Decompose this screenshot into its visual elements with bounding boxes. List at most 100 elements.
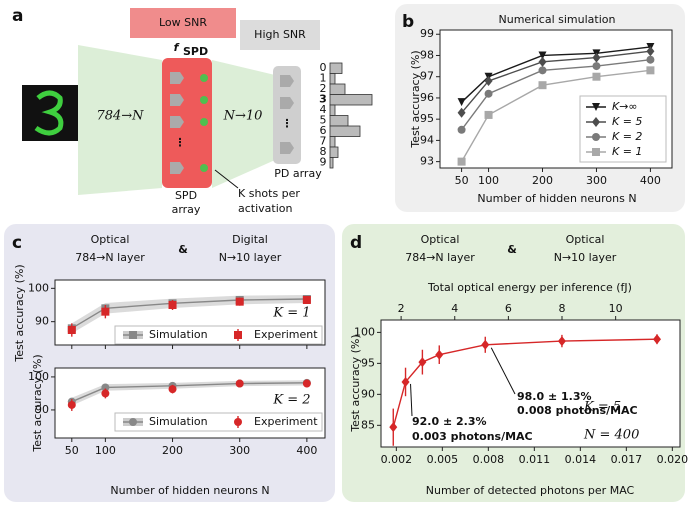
x-axis-label: Number of hidden neurons N	[477, 192, 636, 205]
legend-label: Experiment	[254, 328, 318, 341]
x-axis-label: Number of hidden neurons N	[110, 484, 269, 497]
x-tick-label: 300	[586, 174, 607, 187]
marker	[484, 75, 493, 86]
marker	[302, 379, 311, 388]
hist-label: 3	[319, 93, 327, 106]
marker	[457, 157, 466, 166]
y-axis-label: Test accuracy (%)	[13, 264, 26, 362]
marker	[592, 117, 600, 127]
spd-array: SPD	[175, 189, 197, 202]
spd-array: array	[172, 203, 201, 216]
hist-bar	[329, 157, 334, 169]
y-tick-label: 100	[28, 281, 49, 294]
x2-tick-label: 8	[559, 302, 566, 315]
y-tick-label: 100	[354, 325, 375, 338]
x2-tick-label: 6	[505, 302, 512, 315]
hist-label: 9	[320, 156, 327, 169]
marker	[129, 331, 137, 339]
hist-label: 7	[320, 135, 327, 148]
header: Optical	[421, 233, 460, 246]
y-tick-label: 95	[420, 112, 434, 125]
y-tick-label: 90	[35, 315, 49, 328]
shots: activation	[238, 202, 293, 215]
marker	[484, 110, 493, 119]
hist-bar	[329, 62, 343, 74]
marker	[101, 307, 110, 316]
annotation: 0.008 photons/MAC	[517, 404, 638, 417]
y-axis-label: Test accuracy (%)	[409, 50, 422, 148]
marker	[168, 385, 177, 394]
hist-bar	[329, 73, 336, 85]
x2-tick-label: 4	[451, 302, 458, 315]
marker	[435, 349, 444, 360]
x-tick-label: 0.011	[519, 453, 551, 466]
f-spd-sub: SPD	[183, 45, 208, 58]
header: Optical	[566, 233, 605, 246]
marker	[67, 326, 76, 334]
y-tick-label: 90	[35, 403, 49, 416]
hist-bar	[329, 125, 361, 137]
hist-bar	[329, 83, 346, 95]
x-tick-label: 100	[478, 174, 499, 187]
marker	[557, 336, 566, 347]
header: &	[178, 243, 188, 256]
marker	[457, 125, 466, 134]
marker	[235, 297, 244, 306]
hist-bar	[329, 104, 336, 116]
marker	[592, 103, 600, 111]
marker	[592, 148, 600, 156]
svg-text:⋮: ⋮	[175, 136, 186, 149]
arrow	[410, 383, 413, 417]
marker	[592, 52, 601, 63]
low-snr: Low SNR	[159, 16, 207, 29]
panel-label: c	[12, 233, 22, 253]
y-tick-label: 97	[420, 70, 434, 83]
marker	[538, 51, 547, 60]
hist-label: 6	[320, 124, 327, 137]
y-tick-label: 99	[420, 27, 434, 40]
hist-bar	[329, 146, 339, 158]
annotation: 0.003 photons/MAC	[412, 430, 533, 443]
digit-stroke	[34, 90, 64, 136]
hist-label: 8	[320, 145, 327, 158]
hist-label: 1	[320, 72, 327, 85]
annotation: 92.0 ± 2.3%	[412, 415, 487, 428]
marker	[646, 55, 655, 64]
x-tick-label: 0.020	[657, 453, 689, 466]
legend-label: Simulation	[149, 328, 208, 341]
marker	[101, 389, 110, 398]
marker	[418, 357, 427, 368]
hist-label: 4	[320, 103, 327, 116]
legend-label: Experiment	[254, 415, 318, 428]
header: &	[507, 243, 517, 256]
x2-tick-label: 10	[609, 302, 623, 315]
marker	[592, 133, 600, 141]
marker	[235, 379, 244, 388]
marker	[538, 81, 547, 90]
layer-2: N→10	[223, 109, 263, 124]
layer-fan-2	[212, 60, 275, 188]
layer-fan-1	[78, 45, 162, 195]
marker	[67, 400, 76, 409]
marker	[646, 46, 655, 57]
marker	[538, 56, 547, 67]
diagram: ⋮ ⋮	[22, 8, 320, 195]
hist-bar	[329, 136, 336, 148]
x-tick-label: 0.014	[565, 453, 597, 466]
x2-tick-label: 2	[398, 302, 405, 315]
shots: K shots per	[238, 187, 300, 200]
marker	[234, 418, 242, 426]
marker	[646, 66, 655, 75]
x-tick-label: 100	[95, 444, 116, 457]
marker	[538, 66, 547, 75]
marker	[101, 383, 110, 392]
legend-label: K = 5	[612, 115, 642, 128]
x-tick-label: 0.005	[427, 453, 459, 466]
hist-label: 2	[320, 82, 327, 95]
f-spd: f	[174, 41, 180, 54]
marker	[484, 89, 493, 98]
x-tick-label: 400	[296, 444, 317, 457]
annotation: 98.0 ± 1.3%	[517, 390, 592, 403]
header: N→10 layer	[554, 251, 617, 264]
y-tick-label: 96	[420, 91, 434, 104]
